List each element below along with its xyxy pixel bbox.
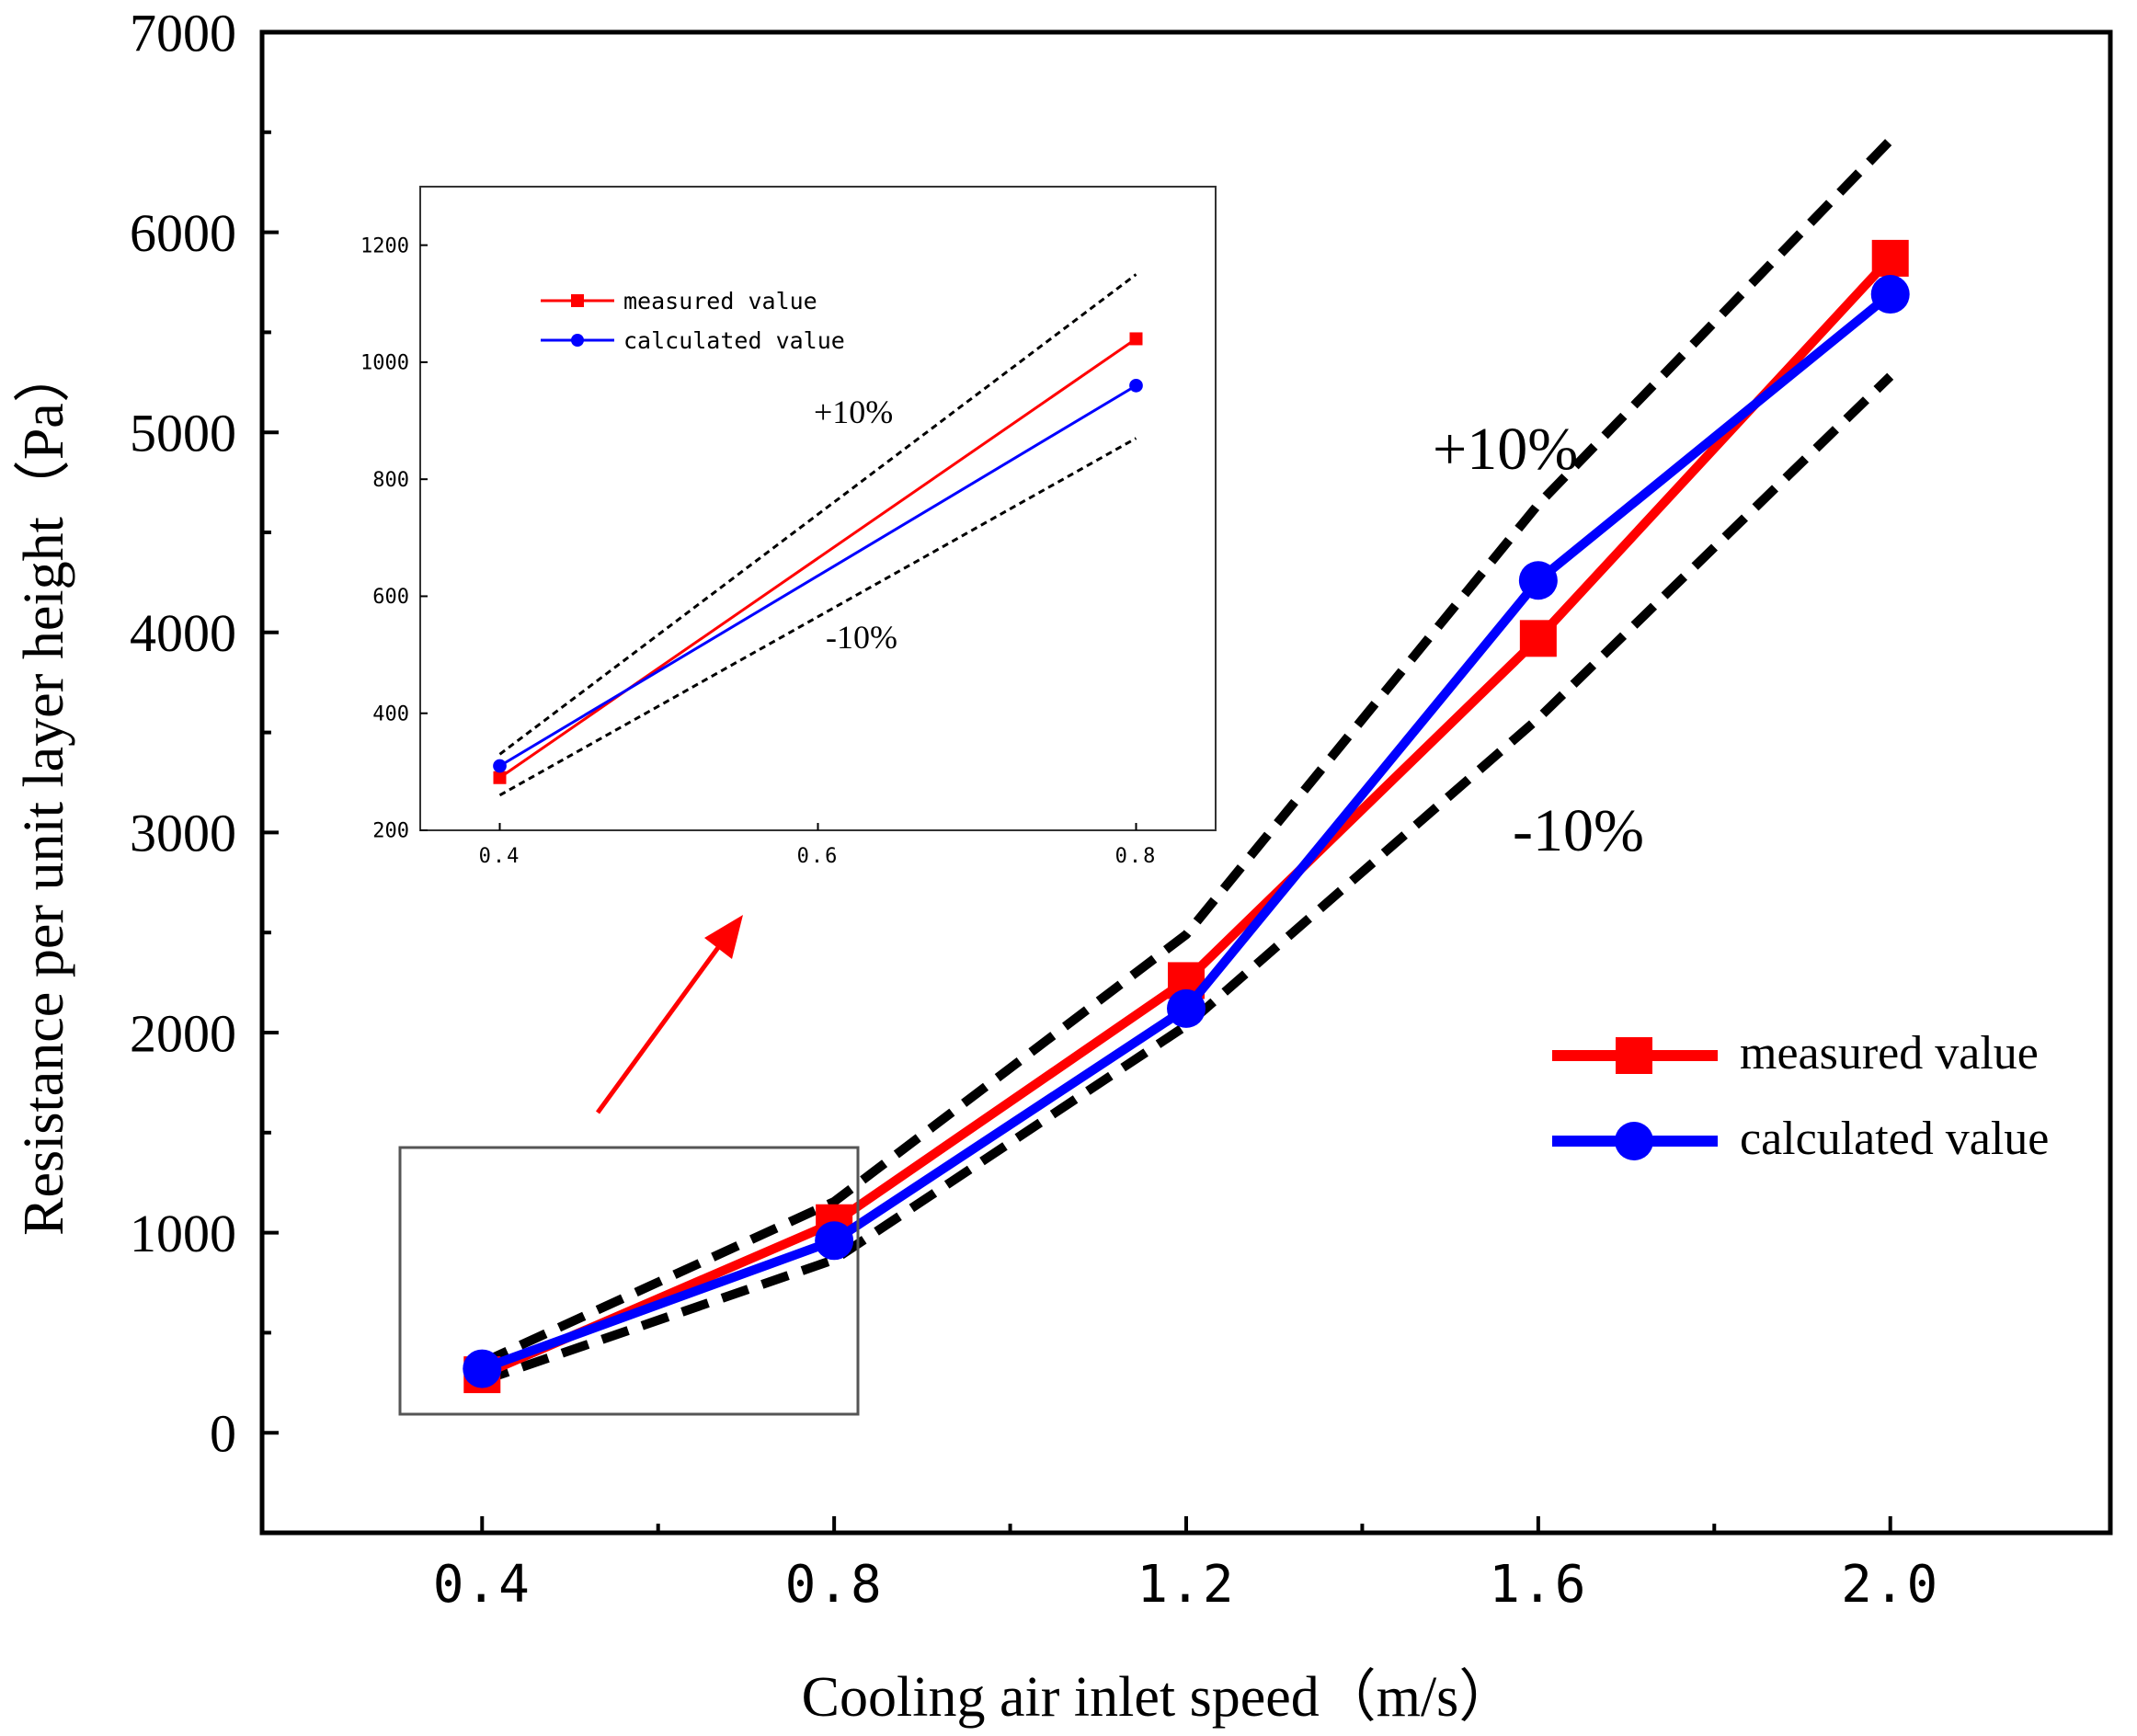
- main-series-calculated-point: [463, 1349, 502, 1388]
- inset-x-tick-label: 0.8: [1115, 845, 1158, 868]
- main-x-tick-label: 2.0: [1841, 1555, 1939, 1615]
- main-series-measured-point: [1871, 239, 1909, 277]
- inset-legend-label-calculated: calculated value: [623, 327, 845, 354]
- inset-upper-bound-label: +10%: [814, 394, 893, 430]
- main-y-tick-label: 7000: [130, 3, 236, 63]
- zoom-arrow: [595, 915, 743, 1114]
- main-bound-upper-line: [480, 137, 1894, 1367]
- main-y-tick-label: 1000: [130, 1204, 236, 1263]
- main-legend: measured value calculated value: [1552, 1027, 2049, 1165]
- main-y-tick-label: 3000: [130, 804, 236, 863]
- inset-y-tick-label: 400: [372, 702, 409, 725]
- main-x-tick-label: 0.8: [785, 1555, 884, 1615]
- legend-item-calculated: calculated value: [1552, 1113, 2049, 1165]
- inset-legend: measured value calculated value: [541, 288, 845, 354]
- inset-y-tick-label: 1000: [360, 352, 409, 375]
- main-x-tick-label: 1.6: [1489, 1555, 1587, 1615]
- zoom-region-box: [398, 1146, 860, 1416]
- main-y-tick-label: 4000: [130, 603, 236, 663]
- inset-legend-label-measured: measured value: [623, 288, 817, 314]
- inset-x-tick-label: 0.6: [797, 845, 840, 868]
- inset-legend-item-calculated: calculated value: [541, 327, 845, 354]
- inset-lower-bound-label: -10%: [826, 619, 897, 656]
- inset-legend-item-measured: measured value: [541, 288, 817, 314]
- main-x-tick-label: 0.4: [433, 1555, 531, 1615]
- inset-bound-upper-line: [498, 273, 1137, 756]
- inset-series-calculated-line: [498, 384, 1137, 768]
- main-y-tick-label: 0: [210, 1404, 236, 1464]
- main-series: [463, 239, 1910, 1394]
- main-y-tick-label: 2000: [130, 1003, 236, 1063]
- legend-label-calculated: calculated value: [1740, 1113, 2049, 1165]
- inset-bounds: [498, 273, 1137, 797]
- inset-series-measured-point: [493, 771, 507, 784]
- inset-y-tick-label: 800: [372, 469, 409, 492]
- inset-series-calculated-point: [1129, 379, 1143, 393]
- inset-y-tick-label: 200: [372, 820, 409, 843]
- inset-y-tick-label: 600: [372, 586, 409, 609]
- main-series-calculated-point: [1518, 561, 1558, 600]
- y-axis-title: Resistance per unit layer height（Pa）: [13, 346, 75, 1236]
- main-axes: 0 1000 2000 3000 4000 5000 6000 7000 0.4 0.8 1.2 1.…: [130, 3, 1939, 1615]
- main-bounds: [480, 137, 1894, 1386]
- main-series-measured-point: [1519, 620, 1557, 657]
- inset-y-tick-label: 1200: [360, 234, 409, 257]
- inset-background: [419, 186, 1217, 831]
- main-lower-bound-label: -10%: [1513, 797, 1644, 864]
- main-x-tick-label: 1.2: [1137, 1555, 1235, 1615]
- inset-series-calculated-point: [493, 759, 507, 773]
- inset-series-measured-line: [498, 337, 1137, 779]
- inset-x-tick-label: 0.4: [479, 845, 521, 868]
- main-series-calculated-point: [1167, 988, 1206, 1028]
- inset-axes: 200 400 600 800 1000 1200 0.4 0.6 0.8: [360, 234, 1158, 868]
- legend-label-measured: measured value: [1740, 1027, 2039, 1079]
- main-series-calculated-point: [1870, 275, 1910, 314]
- main-y-tick-label: 5000: [130, 404, 236, 463]
- inset-series: [493, 332, 1143, 784]
- main-series-calculated-point: [815, 1221, 854, 1261]
- legend-item-measured: measured value: [1552, 1027, 2039, 1079]
- main-y-tick-label: 6000: [130, 203, 236, 263]
- x-axis-title: Cooling air inlet speed（m/s）: [802, 1666, 1516, 1729]
- main-upper-bound-label: +10%: [1433, 416, 1578, 483]
- inset-bound-lower-line: [498, 437, 1137, 797]
- inset-series-measured-point: [1129, 332, 1143, 346]
